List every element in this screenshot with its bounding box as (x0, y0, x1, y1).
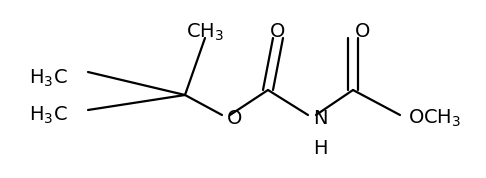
Text: O: O (270, 22, 286, 41)
Text: H: H (313, 138, 327, 158)
Text: H$_3$C: H$_3$C (29, 104, 68, 126)
Text: O: O (355, 22, 371, 41)
Text: N: N (313, 109, 327, 127)
Text: H$_3$C: H$_3$C (29, 67, 68, 89)
Text: OCH$_3$: OCH$_3$ (408, 107, 461, 129)
Text: CH$_3$: CH$_3$ (186, 22, 224, 43)
Text: O: O (227, 109, 243, 127)
